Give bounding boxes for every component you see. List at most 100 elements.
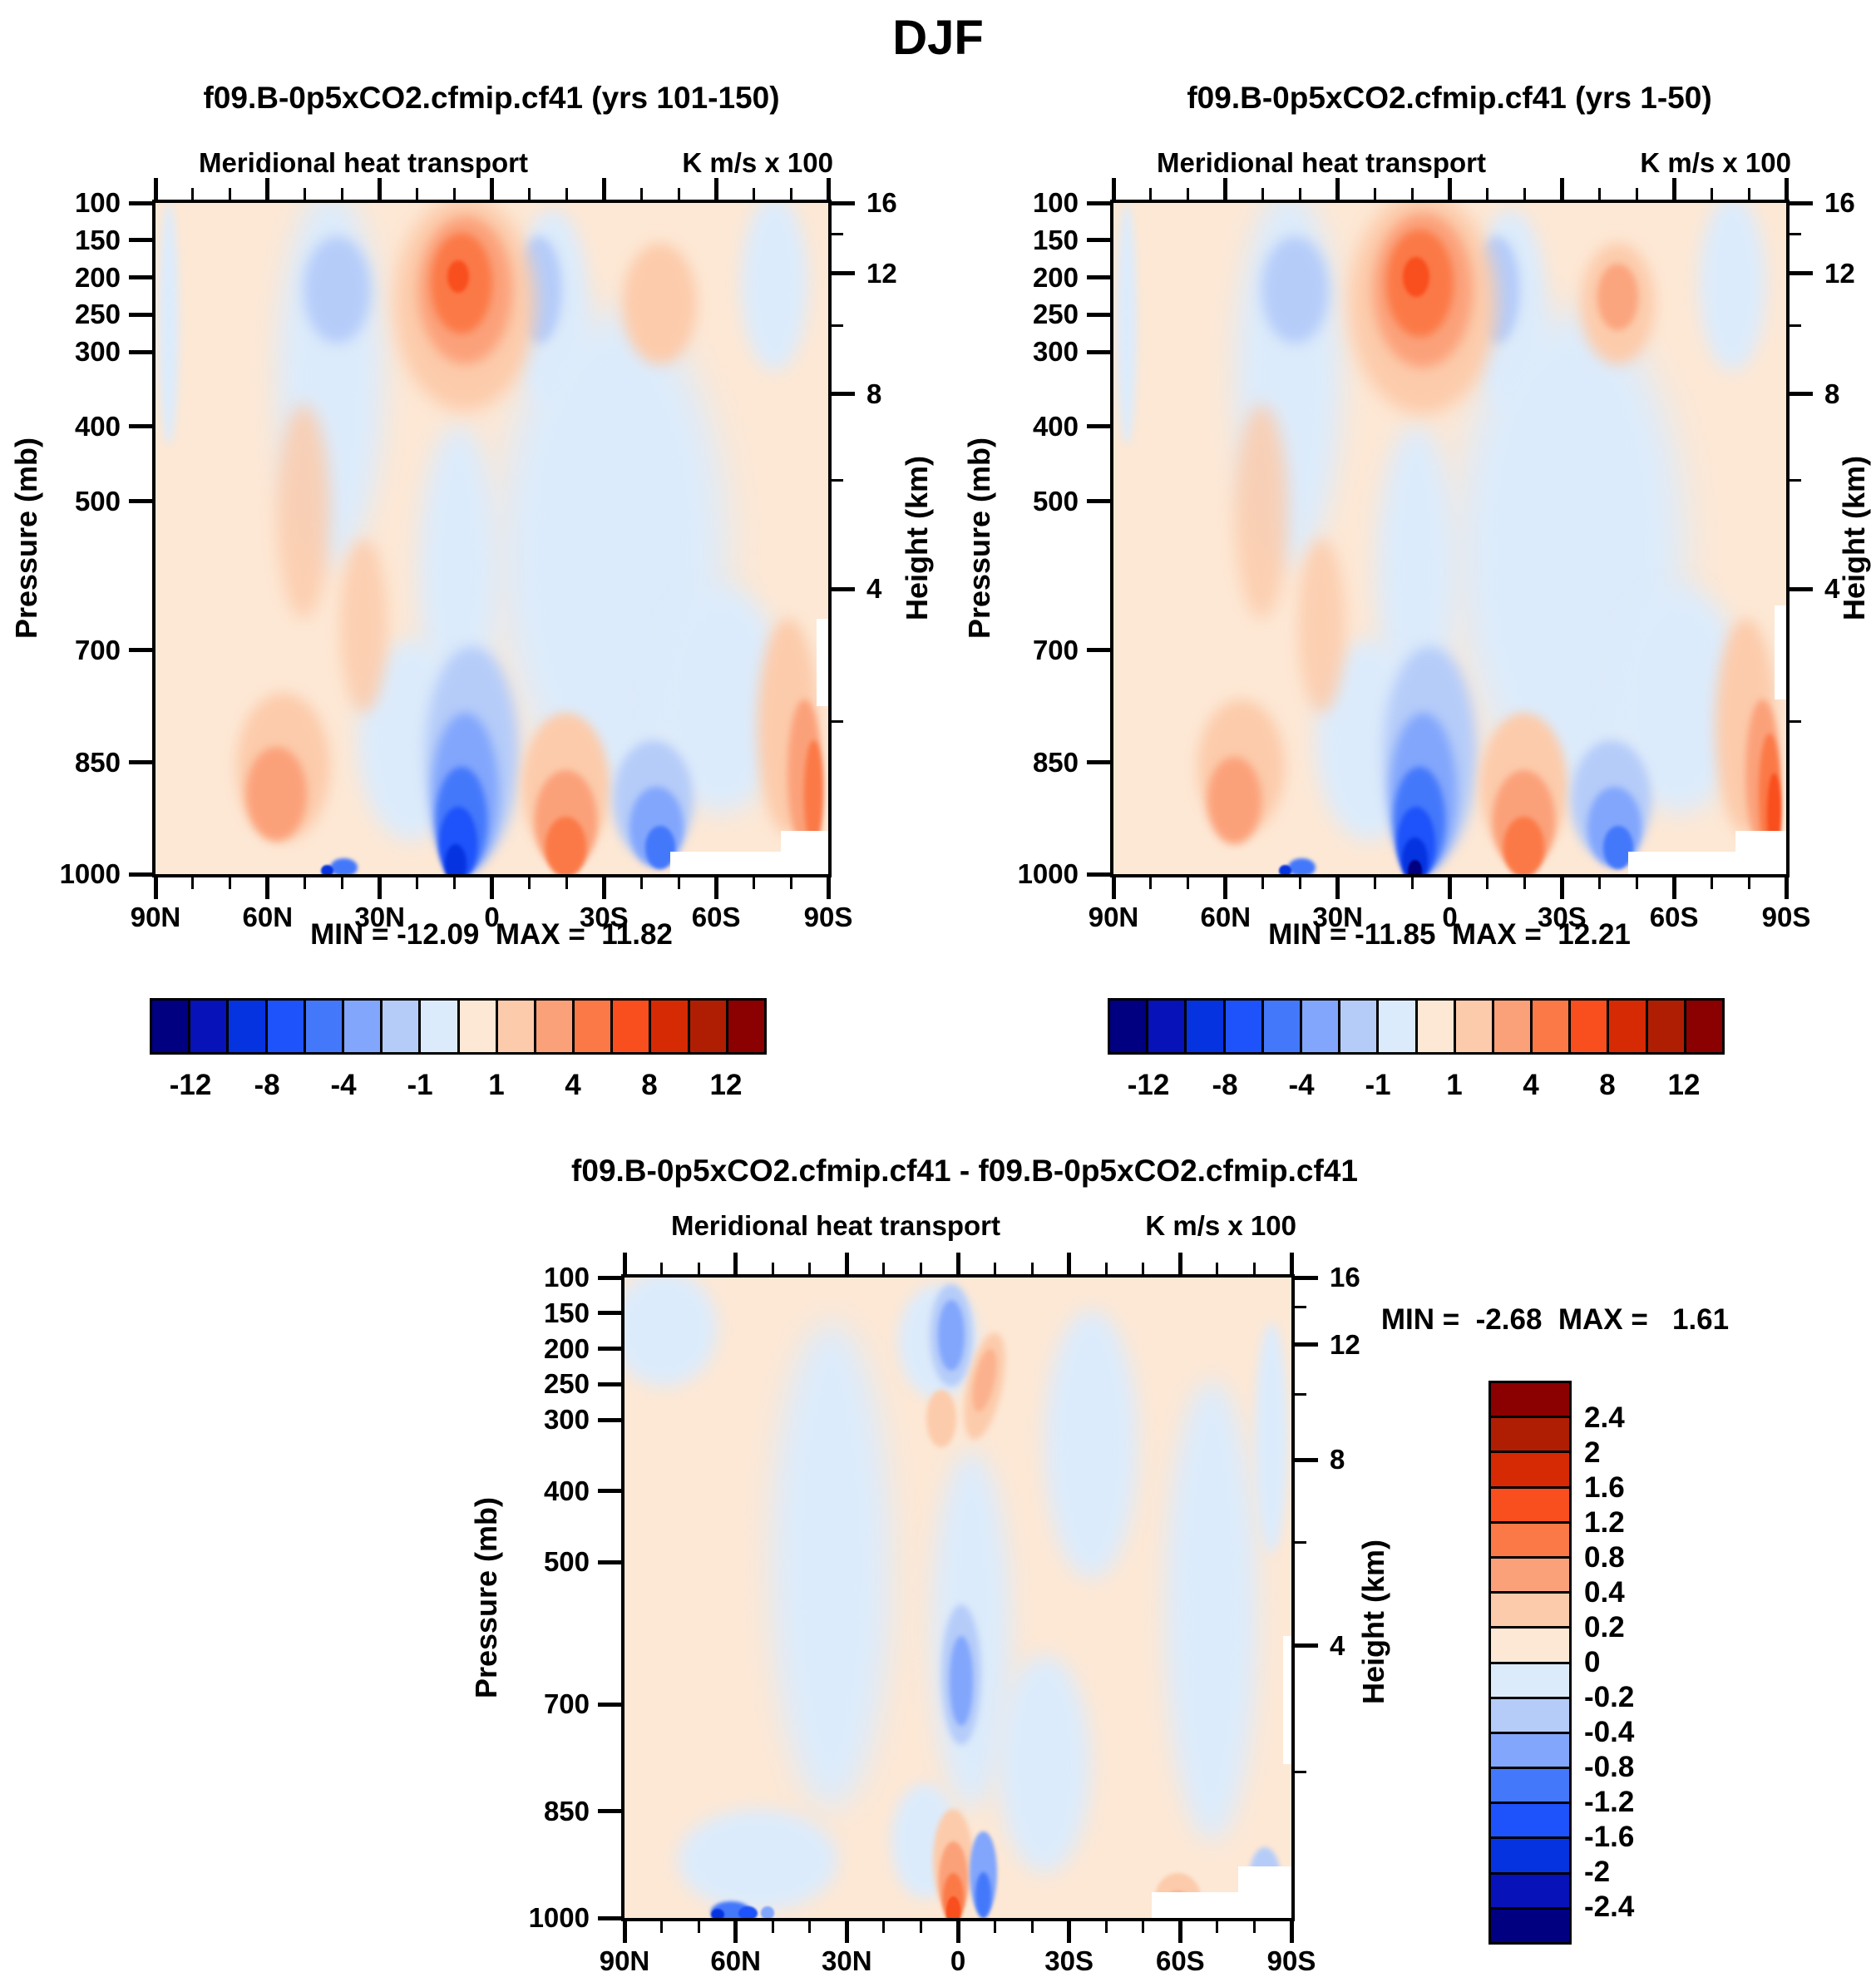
pressure-tick	[1087, 648, 1110, 653]
latitude-tick	[416, 877, 419, 889]
latitude-tick	[1597, 877, 1601, 889]
latitude-tick	[1747, 877, 1750, 889]
pressure-tick-label: 400	[1032, 410, 1079, 442]
colorbar-cell	[1491, 1626, 1569, 1662]
pressure-tick-label: 700	[74, 634, 121, 665]
pressure-tick-label: 200	[1032, 261, 1079, 293]
contour-feature	[159, 203, 180, 445]
pressure-tick	[598, 1347, 621, 1352]
latitude-tick	[826, 877, 831, 899]
height-tick	[832, 271, 855, 276]
pressure-tick-label: 500	[74, 485, 121, 517]
latitude-tick	[1523, 188, 1526, 200]
height-tick-label: 8	[1330, 1444, 1345, 1475]
colorbar-cell	[1491, 1485, 1569, 1521]
contour-feature	[803, 739, 823, 848]
colorbar-cell	[1683, 1001, 1722, 1052]
contour-feature	[644, 825, 675, 869]
height-minor-tick	[1790, 719, 1801, 723]
contour-feature	[625, 1278, 718, 1386]
latitude-tick	[1374, 188, 1377, 200]
contour-feature	[761, 1906, 775, 1918]
contour-feature	[276, 404, 331, 620]
contour-feature	[949, 1636, 974, 1726]
pressure-tick-label: 1000	[59, 858, 121, 889]
colorbar-cell	[1491, 1696, 1569, 1732]
height-minor-tick	[832, 232, 843, 235]
panel1-units: K m/s x 100	[682, 147, 833, 178]
colorbar-cell	[1491, 1555, 1569, 1592]
latitude-tick	[994, 1263, 997, 1274]
contour-feature	[1408, 860, 1422, 874]
contour-feature	[1503, 817, 1544, 874]
contour-feature	[998, 1655, 1092, 1874]
colorbar-cell	[1376, 1001, 1415, 1052]
latitude-tick	[808, 1263, 812, 1274]
contour-feature	[678, 1809, 838, 1912]
latitude-tick	[265, 178, 270, 200]
missing-data-region	[1735, 830, 1786, 874]
colorbar-label: -1	[407, 1069, 433, 1101]
latitude-tick	[153, 877, 158, 899]
latitude-tick	[1710, 188, 1713, 200]
colorbar-label: 1.6	[1584, 1471, 1625, 1504]
colorbar-label: -1.2	[1584, 1786, 1635, 1818]
latitude-tick	[378, 178, 383, 200]
latitude-tick	[1030, 1921, 1034, 1933]
latitude-tick	[191, 188, 195, 200]
panel1-contour-field	[156, 203, 828, 874]
latitude-tick-label: 30S	[579, 902, 629, 932]
latitude-tick	[1411, 188, 1414, 200]
panel3-contour-plot: 90N 60N 30N 0 30S 60S 90S 100 150 200 250 300 400 500…	[529, 1253, 1360, 1976]
panel3-height-axis-label: Height (km)	[1356, 1540, 1390, 1704]
latitude-tick-label: 30N	[1312, 902, 1363, 932]
latitude-tick	[1411, 877, 1414, 889]
latitude-tick	[1104, 1263, 1108, 1274]
contour-feature	[444, 843, 467, 874]
colorbar-label: -8	[254, 1069, 280, 1101]
latitude-tick	[1671, 877, 1676, 899]
panel2-contour-plot: 90N 60N 30N 0 30S 60S 90S 100 150 200 250 300 400 500…	[1018, 178, 1855, 932]
latitude-tick	[1299, 188, 1302, 200]
pressure-tick-label: 300	[1032, 336, 1079, 368]
latitude-tick	[994, 1921, 997, 1933]
latitude-tick	[622, 1253, 627, 1274]
latitude-tick	[955, 1921, 960, 1943]
latitude-tick-label: 60N	[1200, 902, 1251, 932]
latitude-tick	[1223, 877, 1228, 899]
contour-feature	[1402, 256, 1430, 297]
latitude-tick	[955, 1253, 960, 1274]
colorbar-cell	[1607, 1001, 1646, 1052]
contour-feature	[340, 538, 388, 714]
latitude-tick	[1030, 1263, 1034, 1274]
height-tick	[832, 392, 855, 397]
latitude-tick-label: 60S	[1649, 902, 1699, 932]
latitude-tick	[844, 1921, 849, 1943]
pressure-tick-label: 250	[1032, 299, 1079, 330]
latitude-tick	[416, 188, 419, 200]
latitude-tick-label: 60N	[242, 902, 294, 932]
colorbar-label: -2	[1584, 1856, 1611, 1888]
panel3-contour-field	[625, 1278, 1291, 1918]
latitude-tick	[733, 1253, 738, 1274]
contour-feature	[447, 260, 469, 294]
panel3-pressure-axis-label: Pressure (mb)	[469, 1496, 503, 1699]
pressure-tick-label: 1000	[528, 1902, 590, 1933]
colorbar-cell	[1530, 1001, 1569, 1052]
latitude-tick	[882, 1263, 886, 1274]
height-minor-tick	[1295, 1305, 1306, 1308]
latitude-tick	[1187, 877, 1190, 889]
latitude-tick	[677, 877, 680, 889]
latitude-tick	[1261, 188, 1265, 200]
latitude-tick	[1067, 1921, 1072, 1943]
panel1-minmax-text: MIN = -12.09 MAX = 11.82	[310, 918, 673, 951]
colorbar-label: -0.2	[1584, 1681, 1635, 1713]
colorbar-cell	[1645, 1001, 1684, 1052]
contour-feature	[1602, 825, 1633, 869]
colorbar-label: 0.4	[1584, 1576, 1625, 1609]
colorbar-label: 0.8	[1584, 1541, 1625, 1574]
latitude-tick	[660, 1921, 664, 1933]
panel3-units: K m/s x 100	[1145, 1210, 1296, 1241]
colorbar-label: 0	[1584, 1646, 1601, 1678]
